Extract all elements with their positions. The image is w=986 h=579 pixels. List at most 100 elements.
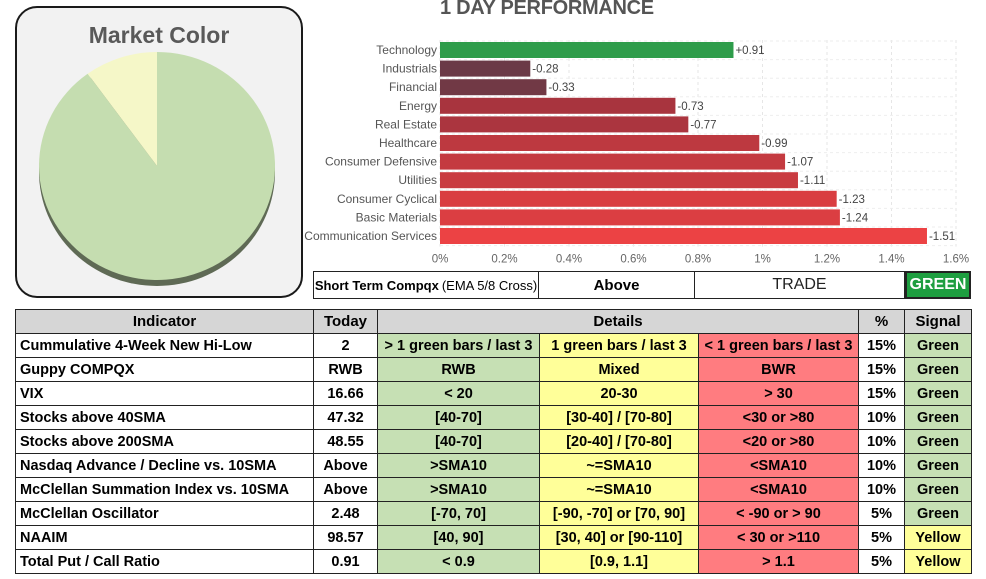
category-label: Consumer Defensive [325,155,437,169]
indicator-table: Indicator Today Details % Signal Cummula… [15,309,972,574]
detail-red-cell: < 1 green bars / last 3 [698,333,859,358]
value-label: -1.24 [842,212,869,224]
bar [440,135,760,151]
detail-green-cell: >SMA10 [377,453,540,478]
today-cell: 2 [313,333,378,358]
x-tick-label: 0.4% [556,254,582,266]
short-term-label: Short Term Compqx (EMA 5/8 Cross) [313,271,539,299]
today-cell: Above [313,453,378,478]
detail-red-cell: <30 or >80 [698,405,859,430]
indicator-name-cell: Stocks above 200SMA [15,429,314,454]
bar [440,172,798,189]
market-color-pie [38,52,275,286]
detail-green-cell: [40-70] [377,429,540,454]
signal-cell: Green [904,333,972,358]
category-label: Industrials [382,62,437,76]
x-tick-label: 1.4% [878,254,904,266]
signal-cell: Yellow [904,549,972,574]
category-label: Utilities [398,173,437,187]
table-row: Cummulative 4-Week New Hi-Low 2 > 1 green … [15,333,972,358]
signal-cell: Yellow [904,525,972,550]
short-term-row: Short Term Compqx (EMA 5/8 Cross) Above … [313,271,971,299]
pct-cell: 15% [858,357,905,382]
value-label: -0.28 [532,64,558,76]
detail-red-cell: < -90 or > 90 [698,501,859,526]
value-label: -1.11 [800,175,825,187]
value-label: -0.77 [690,119,716,131]
header-today: Today [313,309,378,334]
category-label: Healthcare [379,136,437,150]
value-label: +0.91 [735,45,764,57]
pct-cell: 10% [858,405,905,430]
bar [440,209,840,226]
indicator-name-cell: NAAIM [15,525,314,550]
detail-yellow-cell: Mixed [539,357,699,382]
header-signal: Signal [904,309,972,334]
today-cell: Above [313,477,378,502]
pct-cell: 5% [858,501,905,526]
detail-green-cell: [40, 90] [377,525,540,550]
x-tick-label: 0.8% [685,254,711,266]
detail-yellow-cell: 20-30 [539,381,699,406]
detail-red-cell: <20 or >80 [698,429,859,454]
table-row: Stocks above 200SMA 48.55 [40-70] [20-40] /… [15,429,972,454]
detail-green-cell: >SMA10 [377,477,540,502]
detail-yellow-cell: [-90, -70] or [70, 90] [539,501,699,526]
value-label: -0.99 [761,138,787,150]
market-color-card: Market Color [15,6,303,298]
bar [440,42,734,58]
indicator-name-cell: Total Put / Call Ratio [15,549,314,574]
signal-cell: Green [904,453,972,478]
x-tick-label: 1.2% [814,254,840,266]
table-body: Cummulative 4-Week New Hi-Low 2 > 1 green … [15,333,972,574]
today-cell: 16.66 [313,381,378,406]
performance-title: 1 DAY PERFORMANCE [440,0,654,19]
header-pct: % [858,309,905,334]
value-label: -1.51 [929,231,955,243]
today-cell: RWB [313,357,378,382]
indicator-name-cell: Cummulative 4-Week New Hi-Low [15,333,314,358]
detail-green-cell: < 0.9 [377,549,540,574]
table-row: VIX 16.66 < 20 20-30 > 30 15% Green [15,381,972,406]
signal-cell: Green [904,405,972,430]
table-header-row: Indicator Today Details % Signal [15,309,972,334]
signal-cell: Green [904,357,972,382]
bar [440,116,689,133]
detail-green-cell: [-70, 70] [377,501,540,526]
short-term-trade: TRADE [695,271,905,299]
bar [440,79,547,96]
detail-red-cell: BWR [698,357,859,382]
pie-slice-yellow [87,52,157,166]
pct-cell: 5% [858,525,905,550]
detail-yellow-cell: [30, 40] or [90-110] [539,525,699,550]
detail-red-cell: <SMA10 [698,477,859,502]
category-label: Real Estate [375,117,437,131]
short-term-value: Above [539,271,695,299]
category-label: Basic Materials [356,210,437,224]
detail-yellow-cell: ~=SMA10 [539,453,699,478]
signal-cell: Green [904,477,972,502]
detail-green-cell: > 1 green bars / last 3 [377,333,540,358]
signal-cell: Green [904,429,972,454]
x-tick-label: 0% [432,254,449,266]
x-tick-label: 1% [754,254,771,266]
today-cell: 48.55 [313,429,378,454]
detail-red-cell: > 1.1 [698,549,859,574]
category-label: Financial [389,80,437,94]
detail-green-cell: [40-70] [377,405,540,430]
detail-yellow-cell: [0.9, 1.1] [539,549,699,574]
performance-chart: 0% 0.2% 0.4% 0.6% 0.8% 1% 1.2% 1.4% 1.6% Technolo… [304,40,969,266]
bar [440,97,676,114]
table-row: McClellan Oscillator 2.48 [-70, 70] [-90, -… [15,501,972,526]
detail-green-cell: < 20 [377,381,540,406]
indicator-name-cell: Stocks above 40SMA [15,405,314,430]
pct-cell: 10% [858,429,905,454]
bar [440,190,837,207]
bar [440,228,927,244]
short-term-signal: GREEN [905,271,971,299]
short-term-label-main: Short Term Compqx [314,277,439,293]
value-label: -0.33 [548,82,574,94]
signal-cell: Green [904,501,972,526]
pie-slice-green [38,52,275,280]
category-label: Technology [376,43,437,57]
